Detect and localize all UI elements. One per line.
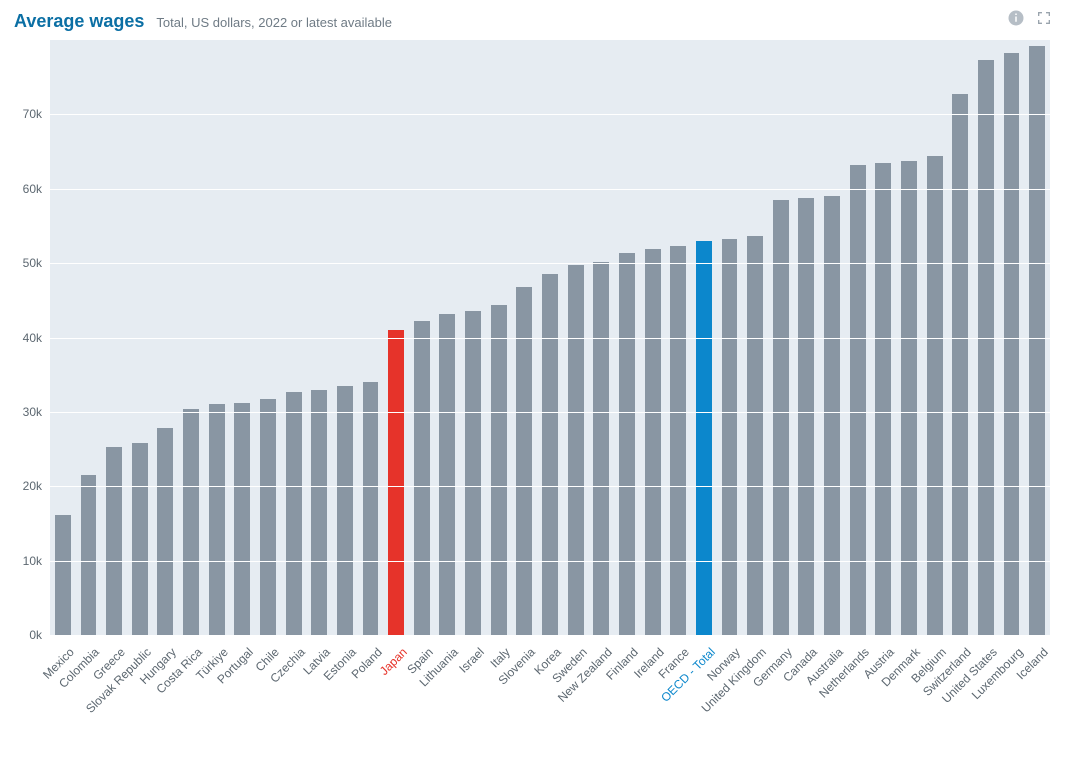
bar[interactable] [850,165,866,635]
fullscreen-icon[interactable] [1034,8,1054,28]
chart-subtitle: Total, US dollars, 2022 or latest availa… [156,15,392,30]
bar[interactable] [311,390,327,635]
bar[interactable] [722,239,738,635]
y-tick-label: 0k [29,628,50,642]
bar[interactable] [670,246,686,635]
bar[interactable] [901,161,917,636]
y-tick-label: 30k [23,405,50,419]
bar[interactable] [81,475,97,635]
chart-title: Average wages [14,11,144,32]
bar[interactable] [414,321,430,635]
gridline [50,486,1050,487]
chart-header: Average wages Total, US dollars, 2022 or… [12,8,1056,36]
x-tick-label: Japan [377,645,410,678]
bar[interactable] [363,382,379,635]
bar[interactable] [132,443,148,635]
bar[interactable] [465,311,481,635]
bar[interactable] [645,249,661,635]
bar[interactable] [439,314,455,635]
bar[interactable] [747,236,763,635]
gridline [50,338,1050,339]
bar[interactable] [55,515,71,635]
gridline [50,114,1050,115]
bar[interactable] [234,403,250,635]
gridline [50,412,1050,413]
plot-area: 0k10k20k30k40k50k60k70k [50,40,1050,635]
bar[interactable] [1004,53,1020,635]
y-tick-label: 20k [23,479,50,493]
gridline [50,189,1050,190]
bar[interactable] [1029,46,1045,635]
bar[interactable] [773,200,789,635]
bar[interactable] [491,305,507,635]
bar[interactable] [824,196,840,635]
gridline [50,263,1050,264]
bar[interactable] [157,428,173,635]
bar[interactable] [875,163,891,635]
x-tick-label: Israel [456,645,487,676]
bar[interactable] [696,241,712,635]
bar[interactable] [337,386,353,635]
info-icon[interactable] [1006,8,1026,28]
bar[interactable] [593,262,609,635]
chart-container: Average wages Total, US dollars, 2022 or… [0,0,1068,757]
bar[interactable] [286,392,302,635]
y-tick-label: 60k [23,182,50,196]
gridline [50,635,1050,636]
y-tick-label: 50k [23,256,50,270]
bar[interactable] [183,409,199,635]
bar[interactable] [106,447,122,635]
y-tick-label: 40k [23,331,50,345]
bar[interactable] [568,265,584,635]
bar[interactable] [927,156,943,635]
bar[interactable] [978,60,994,635]
header-icons [1006,8,1056,28]
bar[interactable] [388,330,404,635]
bar[interactable] [952,94,968,635]
gridline [50,561,1050,562]
y-tick-label: 70k [23,107,50,121]
bar[interactable] [542,274,558,635]
bar[interactable] [260,399,276,636]
bar[interactable] [209,404,225,635]
bar[interactable] [516,287,532,635]
y-tick-label: 10k [23,554,50,568]
bar[interactable] [619,253,635,635]
